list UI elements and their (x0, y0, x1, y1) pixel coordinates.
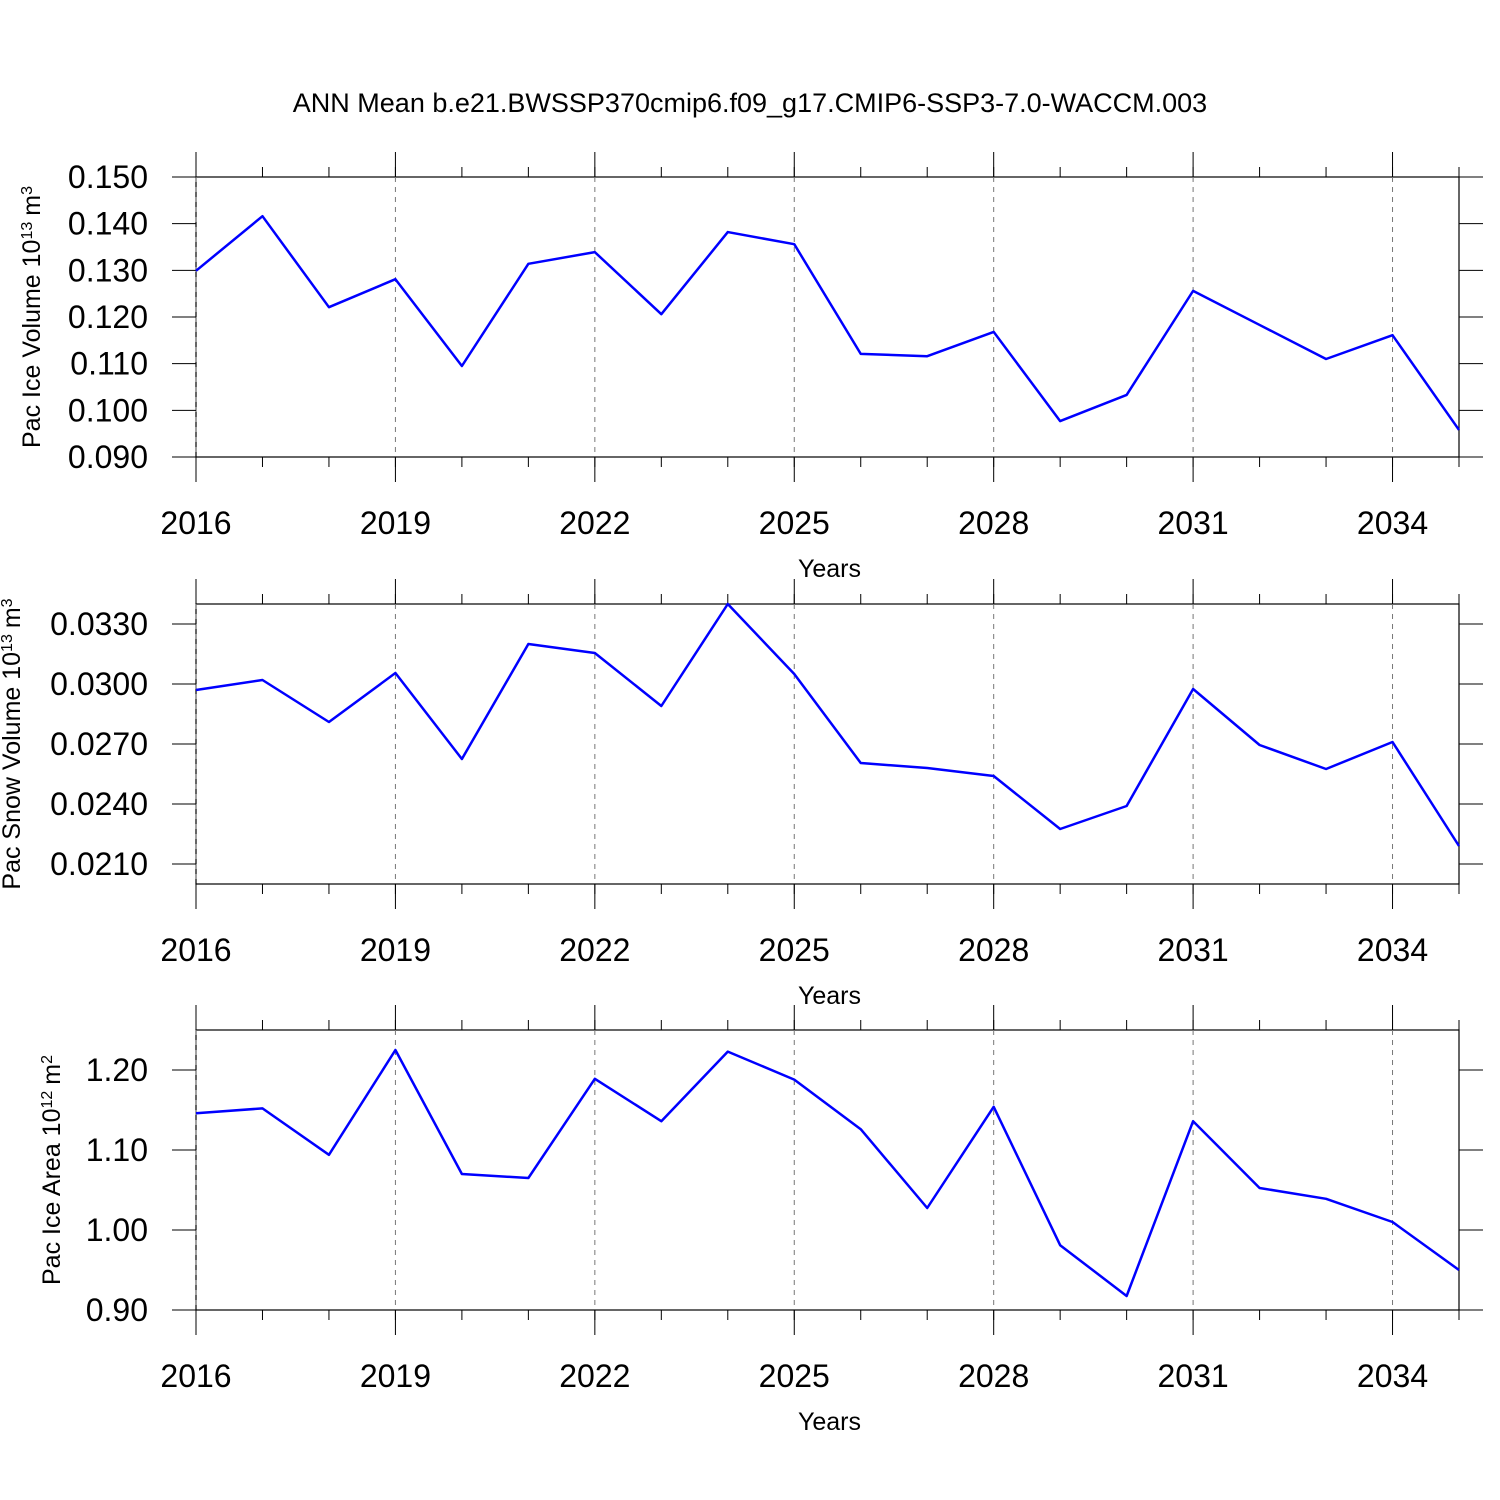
y-tick-label: 0.0240 (50, 786, 148, 822)
y-axis-label-exponent: 13 (19, 222, 36, 240)
data-line (195, 214, 1461, 431)
y-axis-label-part: m (0, 607, 26, 628)
x-tick-label: 2019 (360, 1358, 431, 1394)
x-tick-label: 2016 (160, 1358, 231, 1394)
y-axis-label-part: Pac Snow Volume 10 (0, 652, 26, 890)
y-tick-label: 0.130 (68, 252, 148, 288)
y-axis-label-exponent: 12 (39, 1091, 56, 1109)
x-tick-label: 2016 (160, 505, 231, 541)
y-axis-label-exponent: 13 (0, 634, 16, 652)
x-axis-label: Years (798, 1408, 861, 1436)
data-line (195, 602, 1461, 847)
x-tick-label: 2022 (559, 1358, 630, 1394)
plot-frame (195, 1029, 1460, 1311)
x-tick-label: 2025 (759, 932, 830, 968)
y-axis-label-exponent: 3 (19, 186, 36, 195)
x-axis-label: Years (798, 982, 861, 1010)
x-tick-label: 2034 (1357, 932, 1428, 968)
x-axis-label: Years (798, 555, 861, 583)
y-axis-label-part: Pac Ice Volume 10 (18, 240, 46, 448)
x-tick-label: 2034 (1357, 505, 1428, 541)
x-tick-label: 2031 (1158, 1358, 1229, 1394)
y-tick-label: 0.150 (68, 159, 148, 195)
y-tick-label: 1.10 (86, 1132, 148, 1168)
y-tick-label: 0.0270 (50, 726, 148, 762)
x-tick-label: 2028 (958, 505, 1029, 541)
x-tick-label: 2031 (1158, 932, 1229, 968)
plot-frame (195, 603, 1460, 885)
y-axis-label-exponent: 3 (0, 598, 16, 607)
x-tick-label: 2028 (958, 932, 1029, 968)
y-axis-label: Pac Snow Volume 1013 m3 (0, 598, 26, 889)
y-tick-label: 0.090 (68, 439, 148, 475)
x-tick-label: 2019 (360, 505, 431, 541)
y-tick-label: 0.0300 (50, 666, 148, 702)
y-axis-label: Pac Ice Area 1012 m2 (38, 1055, 66, 1285)
x-tick-label: 2019 (360, 932, 431, 968)
y-axis-label-exponent: 2 (39, 1055, 56, 1064)
y-tick-label: 0.110 (70, 346, 148, 382)
x-tick-label: 2016 (160, 932, 231, 968)
data-line (195, 1048, 1460, 1298)
chart-title: ANN Mean b.e21.BWSSP370cmip6.f09_g17.CMI… (293, 88, 1207, 118)
x-tick-label: 2025 (759, 505, 830, 541)
y-axis-label-part: m (18, 195, 46, 216)
y-tick-label: 0.100 (68, 392, 148, 428)
y-tick-label: 1.00 (86, 1212, 148, 1248)
y-tick-label: 0.140 (68, 206, 148, 242)
y-axis-label: Pac Ice Volume 1013 m3 (18, 186, 46, 448)
y-tick-label: 0.0210 (50, 846, 148, 882)
x-tick-label: 2028 (958, 1358, 1029, 1394)
y-axis-label-part: m (38, 1064, 66, 1085)
x-tick-label: 2034 (1357, 1358, 1428, 1394)
y-tick-label: 0.120 (68, 299, 148, 335)
x-tick-label: 2031 (1158, 505, 1229, 541)
y-tick-label: 0.90 (86, 1292, 148, 1328)
plot-frame (195, 176, 1460, 458)
x-tick-label: 2022 (559, 505, 630, 541)
y-tick-label: 1.20 (86, 1052, 148, 1088)
y-axis-label-part: Pac Ice Area 10 (38, 1109, 66, 1286)
x-tick-label: 2025 (759, 1358, 830, 1394)
y-tick-label: 0.0330 (50, 606, 148, 642)
x-tick-label: 2022 (559, 932, 630, 968)
